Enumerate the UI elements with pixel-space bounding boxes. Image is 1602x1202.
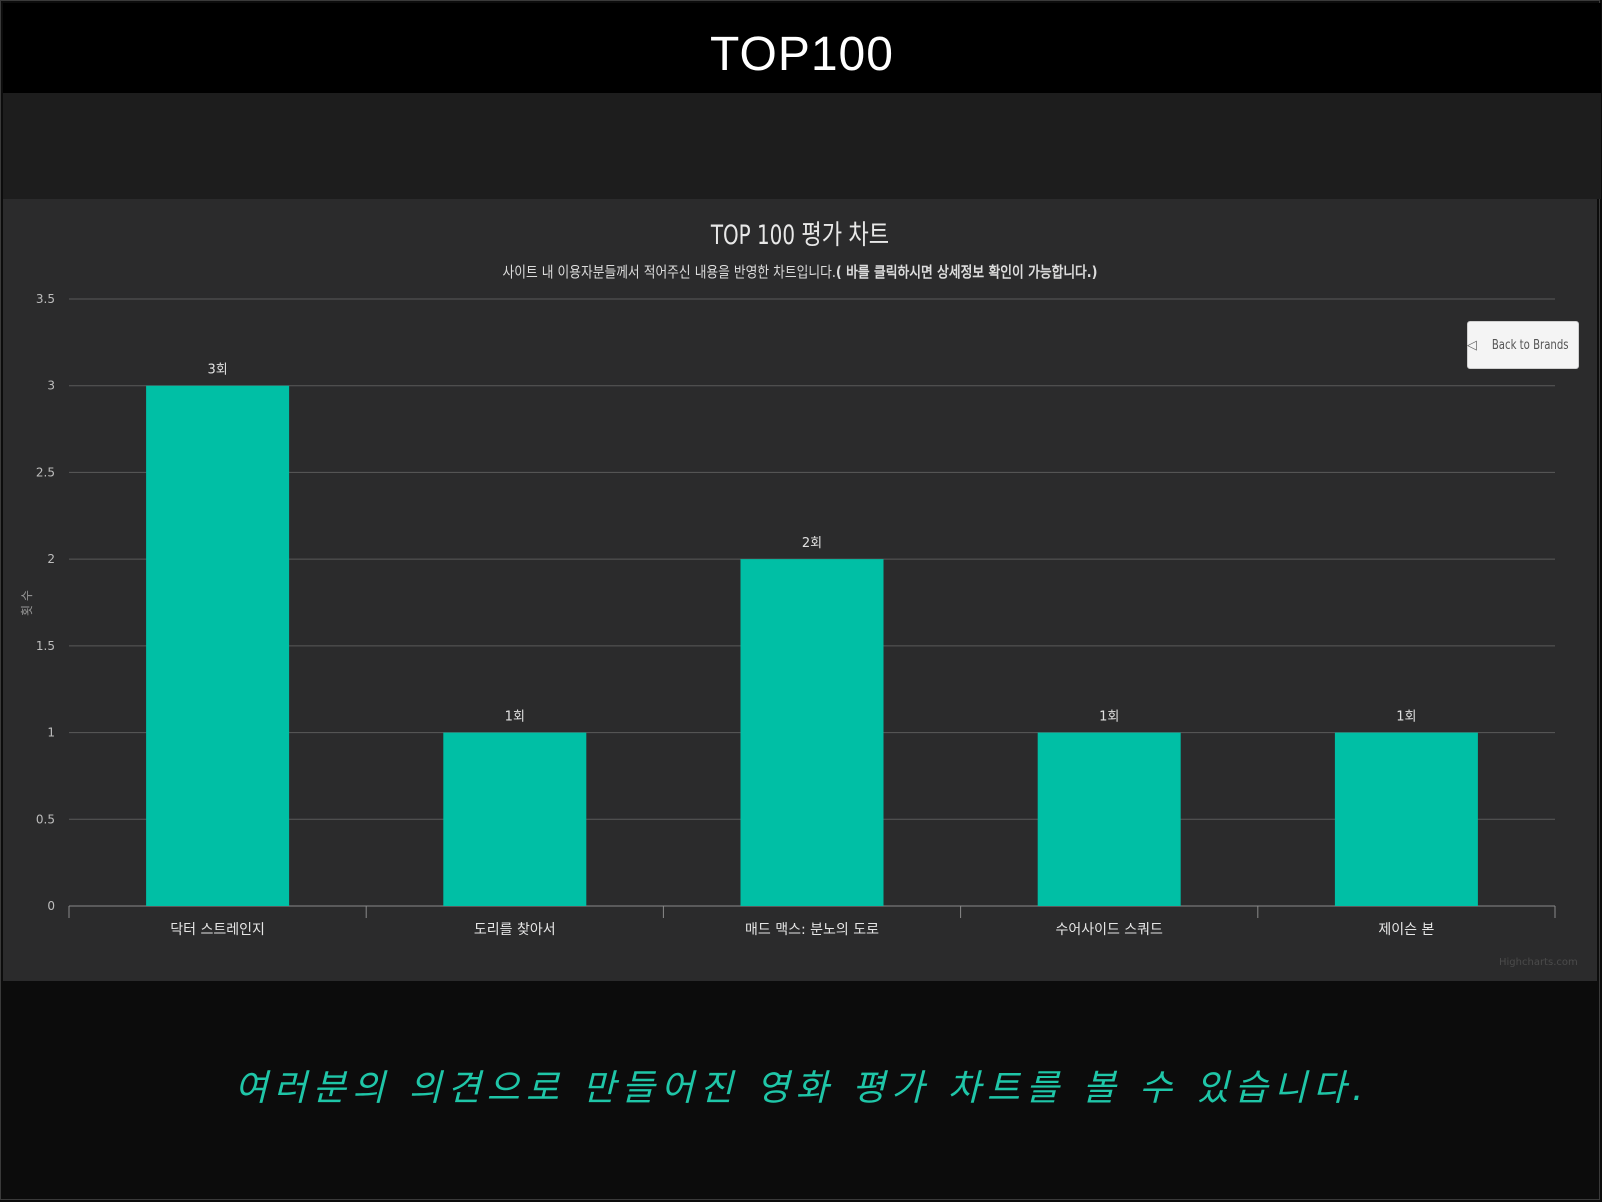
data-label: 1회 (1099, 710, 1119, 725)
bar-chart: 0 0.5 1 1.5 2 2.5 3 3.5 횟 수 3회 1회 2회 1회 1회 닥터 스트레인지… (20, 292, 1556, 938)
bar[interactable] (146, 385, 290, 906)
chart-subtitle: 사이트 내 이용자분들께서 적어주신 내용을 반영한 차트입니다.( 바를 클릭… (123, 261, 1478, 282)
chart-title: TOP 100 평가 차트 (710, 220, 890, 251)
x-tick-label: 닥터 스트레인지 (170, 922, 265, 938)
x-axis: 닥터 스트레인지 도리를 찾아서 매드 맥스: 분노의 도로 수어사이드 스쿼드 제이슨… (68, 906, 1556, 938)
y-axis-label: 횟 수 (20, 590, 34, 616)
x-tick-label: 매드 맥스: 분노의 도로 (745, 922, 879, 938)
y-tick-label: 3.5 (36, 292, 55, 306)
back-to-brands-button[interactable]: ◁ Back to Brands (1467, 321, 1579, 369)
x-tick-label: 도리를 찾아서 (474, 922, 556, 938)
header-spacer (3, 93, 1601, 199)
data-label: 1회 (1396, 710, 1416, 725)
y-axis-ticks: 0 0.5 1 1.5 2 2.5 3 3.5 (36, 292, 55, 913)
app-title: TOP100 (710, 28, 894, 81)
chart-credits[interactable]: Highcharts.com (1499, 957, 1578, 968)
y-tick-label: 0.5 (36, 812, 55, 826)
chart-subtitle-text: 사이트 내 이용자분들께서 적어주신 내용을 반영한 차트입니다. (502, 263, 836, 281)
bar[interactable] (443, 732, 587, 906)
triangle-left-icon: ◁ (1466, 337, 1477, 353)
bar[interactable] (1037, 732, 1181, 906)
data-labels: 3회 1회 2회 1회 1회 (207, 363, 1416, 725)
x-tick-label: 제이슨 본 (1378, 922, 1434, 938)
back-button-label: Back to Brands (1491, 337, 1569, 353)
data-label: 3회 (207, 363, 227, 378)
y-tick-label: 0 (47, 899, 55, 913)
y-tick-label: 2 (47, 552, 55, 566)
top-navigation-bar: TOP100 (3, 3, 1601, 93)
chart-panel: TOP 100 평가 차트 사이트 내 이용자분들께서 적어주신 내용을 반영한… (3, 199, 1597, 981)
bars (146, 385, 1478, 906)
y-tick-label: 2.5 (36, 465, 55, 479)
bar[interactable] (1334, 732, 1478, 906)
chart-subtitle-hint: ( 바를 클릭하시면 상세정보 확인이 가능합니다.) (835, 263, 1098, 281)
data-label: 2회 (802, 536, 822, 551)
y-tick-label: 1 (47, 726, 55, 740)
data-label: 1회 (505, 710, 525, 725)
y-tick-label: 3 (47, 379, 55, 393)
x-tick-label: 수어사이드 스쿼드 (1055, 922, 1163, 938)
page-caption: 여러분의 의견으로 만들어진 영화 평가 차트를 볼 수 있습니다. (234, 1068, 1370, 1109)
bar[interactable] (740, 559, 884, 906)
y-tick-label: 1.5 (36, 639, 55, 653)
